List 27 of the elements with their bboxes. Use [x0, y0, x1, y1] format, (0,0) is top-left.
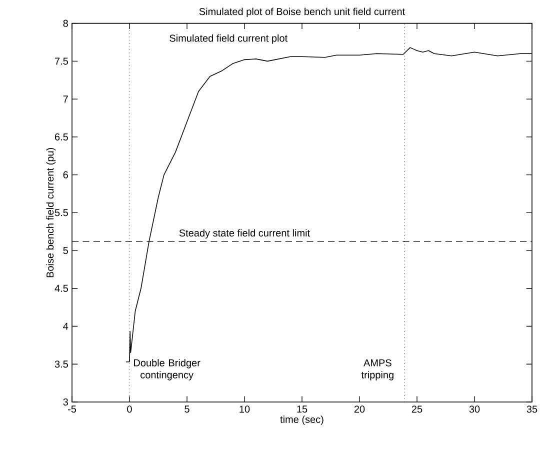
- x-axis-title: time (sec): [280, 416, 324, 425]
- x-tick-label: -5: [68, 406, 76, 413]
- y-tick-label: 5: [63, 247, 68, 254]
- y-tick-label: 3.5: [54, 360, 68, 368]
- x-tick-label: 25: [412, 406, 422, 413]
- y-tick-label: 8: [63, 20, 68, 27]
- x-tick-label: 15: [297, 406, 308, 413]
- y-tick-label: 6.5: [55, 133, 68, 140]
- x-tick-label: 35: [526, 406, 538, 413]
- y-tick-label: 6: [63, 171, 68, 178]
- x-tick-label: 10: [240, 406, 250, 413]
- y-axis-title: Boise bench field current (pu): [46, 148, 56, 278]
- x-tick-label: 30: [469, 406, 480, 413]
- y-tick-label: 4: [63, 322, 68, 330]
- y-tick-label: 7.5: [55, 58, 68, 65]
- x-tick-label: 5: [184, 406, 190, 413]
- x-tick-label: 0: [127, 406, 132, 413]
- x-tick-label: 20: [354, 406, 365, 413]
- y-tick-label: 7: [63, 96, 68, 102]
- ref-line-label: AMPS tripping: [361, 359, 394, 380]
- ref-line-label: Double Bridger contingency: [134, 359, 200, 380]
- ref-line-label: Steady state field current limit: [179, 229, 310, 238]
- y-tick-label: 3: [63, 398, 68, 406]
- annotation: Simulated field current plot: [170, 34, 288, 44]
- y-tick-label: 5.5: [54, 209, 68, 216]
- chart-title: Simulated plot of Boise bench unit field current: [199, 8, 405, 18]
- y-tick-label: 4.5: [54, 284, 68, 292]
